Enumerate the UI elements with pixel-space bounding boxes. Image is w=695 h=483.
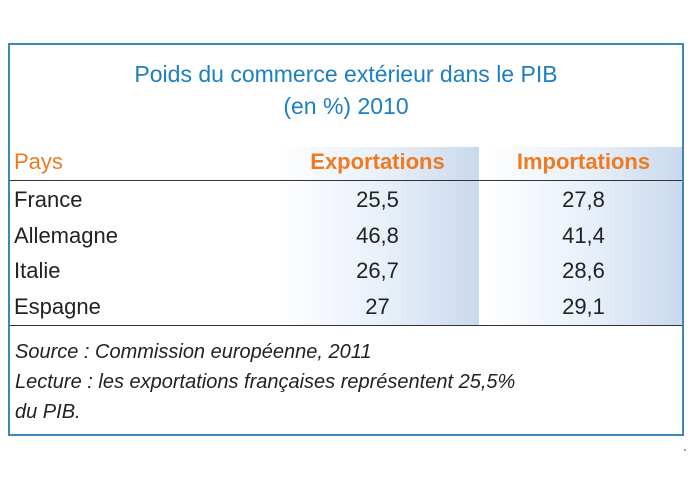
column-header-imports: Importations [516, 149, 651, 174]
table-frame [8, 43, 684, 436]
row-country: Espagne [14, 294, 101, 319]
reading-line-2: du PIB. [15, 401, 81, 423]
row-imports-value: 27,8 [562, 187, 605, 212]
imports-column-shading [485, 147, 682, 325]
row-imports-value: 29,1 [562, 294, 605, 319]
table-row: Italie 26,7 28,6 [10, 253, 682, 289]
row-country: Allemagne [14, 223, 118, 248]
source-line: Source : Commission européenne, 2011 [15, 341, 372, 363]
stray-dot [684, 449, 686, 451]
row-country: Italie [14, 258, 61, 283]
table-note: Source : Commission européenne, 2011 Lec… [15, 337, 679, 427]
row-exports-value: 26,7 [356, 258, 399, 283]
column-header-country: Pays [14, 149, 63, 174]
row-exports-value: 25,5 [356, 187, 399, 212]
table-row: France 25,5 27,8 [10, 182, 682, 218]
table-row: Espagne 27 29,1 [10, 289, 682, 325]
header-divider [10, 180, 682, 181]
column-header-exports: Exportations [310, 149, 445, 174]
title-line-2: (en %) 2010 [283, 93, 409, 119]
row-country: France [14, 187, 83, 212]
table-row: Allemagne 46,8 41,4 [10, 218, 682, 254]
table-bottom-divider [10, 325, 682, 326]
reading-line-1: Lecture : les exportations françaises re… [15, 371, 516, 393]
table-title: Poids du commerce extérieur dans le PIB … [10, 58, 682, 122]
exports-column-shading [276, 147, 479, 325]
row-imports-value: 41,4 [562, 223, 605, 248]
row-exports-value: 27 [365, 294, 390, 319]
row-exports-value: 46,8 [356, 223, 399, 248]
title-line-1: Poids du commerce extérieur dans le PIB [134, 61, 558, 87]
row-imports-value: 28,6 [562, 258, 605, 283]
